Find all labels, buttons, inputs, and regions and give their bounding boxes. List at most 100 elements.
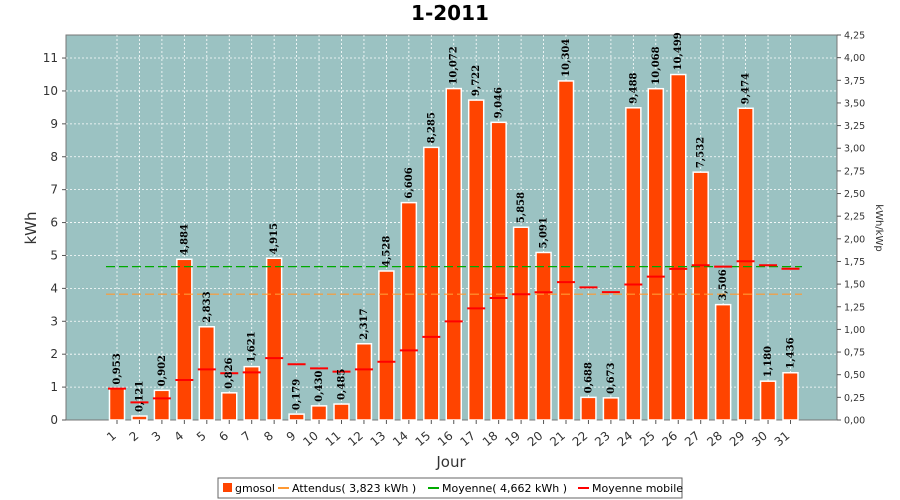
data-label-10: 0,430 — [314, 370, 325, 401]
y2-tick-label-9: 2,25 — [844, 212, 865, 223]
data-label-15: 8,285 — [426, 112, 437, 143]
data-label-14: 6,606 — [404, 167, 415, 198]
y-tick-label-2: 2 — [50, 347, 58, 361]
bar-27 — [692, 171, 709, 421]
bar-17 — [467, 99, 485, 421]
x-tick-label-4: 5 — [194, 429, 209, 445]
data-label-6: 0,826 — [224, 357, 235, 388]
y2-tick-label-10: 2,50 — [844, 189, 865, 200]
data-label-27: 7,532 — [696, 137, 707, 168]
bar-10 — [310, 405, 328, 421]
bar-24 — [625, 107, 642, 421]
data-label-21: 10,304 — [561, 39, 572, 77]
data-label-30: 1,180 — [763, 346, 774, 377]
x-tick-label-12: 13 — [368, 429, 389, 450]
bar-8 — [265, 257, 283, 421]
y2-axis-label: kWh/kWp — [873, 204, 884, 251]
y-tick-label-9: 9 — [50, 117, 58, 131]
y2-tick-label-8: 2,00 — [844, 234, 865, 245]
x-tick-label-26: 27 — [682, 429, 703, 450]
x-tick-label-27: 28 — [704, 429, 725, 450]
y2-tick-label-1: 0,25 — [844, 393, 865, 404]
data-label-31: 1,436 — [786, 337, 797, 368]
x-tick-label-30: 31 — [772, 429, 793, 450]
x-tick-label-29: 30 — [749, 429, 770, 450]
data-label-4: 4,884 — [179, 224, 190, 255]
bars — [108, 73, 799, 421]
y2-tick-label-13: 3,25 — [844, 121, 865, 132]
bar-13 — [378, 270, 395, 421]
data-label-20: 5,091 — [539, 217, 550, 248]
bar-11 — [333, 403, 350, 421]
x-tick-label-24: 25 — [637, 429, 658, 450]
data-label-12: 2,317 — [359, 308, 370, 339]
y-tick-label-0: 0 — [50, 413, 58, 427]
y-tick-label-11: 11 — [43, 51, 58, 65]
x-tick-label-9: 10 — [300, 429, 321, 450]
data-label-19: 5,858 — [516, 192, 527, 223]
bar-12 — [355, 343, 373, 421]
y-tick-label-6: 6 — [50, 216, 58, 230]
bar-14 — [400, 201, 418, 421]
bar-9 — [288, 413, 305, 421]
x-tick-label-2: 3 — [149, 429, 164, 445]
legend: gmosol Attendus( 3,823 kWh ) Moyenne( 4,… — [217, 477, 683, 499]
bar-5 — [198, 326, 216, 421]
data-label-23: 0,673 — [606, 362, 617, 393]
data-label-17: 9,722 — [471, 65, 482, 96]
x-tick-label-5: 6 — [216, 429, 231, 445]
legend-label-moyenne-mobile: Moyenne mobile — [592, 482, 683, 495]
x-tick-label-20: 21 — [547, 429, 568, 450]
data-label-24: 9,488 — [628, 72, 639, 103]
legend-label-attendus: Attendus( 3,823 kWh ) — [292, 482, 416, 495]
legend-label-gmosol: gmosol — [235, 482, 275, 495]
y-tick-label-7: 7 — [50, 183, 58, 197]
y-tick-label-1: 1 — [50, 380, 58, 394]
data-label-26: 10,499 — [673, 32, 684, 70]
x-tick-label-13: 14 — [390, 429, 411, 450]
x-tick-label-23: 24 — [615, 429, 636, 450]
data-label-3: 0,902 — [157, 355, 168, 386]
y2-tick-label-4: 1,00 — [844, 325, 865, 336]
x-tick-label-21: 22 — [570, 429, 591, 450]
x-tick-label-17: 18 — [480, 429, 501, 450]
y-tick-label-4: 4 — [50, 281, 58, 295]
bar-15 — [423, 146, 440, 421]
x-tick-label-1: 2 — [127, 429, 142, 445]
data-labels: 0,953 0,121 0,902 4,884 2,833 0,826 1,621 4,915… — [112, 32, 797, 412]
bar-1 — [108, 387, 126, 421]
x-tick-label-14: 15 — [413, 429, 434, 450]
y2-tick-label-17: 4,25 — [844, 31, 865, 42]
legend-label-moyenne: Moyenne( 4,662 kWh ) — [442, 482, 567, 495]
data-label-29: 9,474 — [741, 73, 752, 104]
x-tick-label-16: 17 — [457, 429, 478, 450]
x-tick-label-6: 7 — [239, 429, 254, 445]
data-label-11: 0,485 — [337, 369, 348, 400]
bar-2 — [131, 415, 148, 421]
data-label-5: 2,833 — [202, 291, 213, 322]
x-tick-label-15: 16 — [435, 429, 456, 450]
data-label-25: 10,068 — [651, 46, 662, 84]
bar-7 — [243, 365, 260, 421]
data-label-8: 4,915 — [269, 223, 280, 254]
bar-25 — [647, 87, 665, 421]
y2-tick-label-6: 1,50 — [844, 280, 865, 291]
y-axis-right: 0,00 0,25 0,50 0,75 1,00 1,25 1,50 1,75 2,00 2,25… — [837, 31, 865, 427]
y2-tick-label-14: 3,50 — [844, 98, 865, 109]
data-label-1: 0,953 — [112, 353, 123, 384]
bar-28 — [714, 303, 732, 421]
x-tick-label-18: 19 — [502, 429, 523, 450]
y2-tick-label-7: 1,75 — [844, 257, 865, 268]
bar-30 — [759, 380, 777, 421]
bar-20 — [535, 251, 552, 421]
bar-26 — [670, 73, 687, 421]
y2-tick-label-15: 3,75 — [844, 76, 865, 87]
bar-3 — [153, 389, 171, 421]
reference-lines — [106, 265, 802, 295]
x-tick-label-8: 9 — [284, 429, 299, 445]
chart-title: 1-2011 — [411, 1, 489, 25]
data-label-7: 1,621 — [247, 331, 258, 362]
y-tick-label-8: 8 — [50, 150, 58, 164]
x-tick-label-7: 8 — [261, 429, 276, 445]
